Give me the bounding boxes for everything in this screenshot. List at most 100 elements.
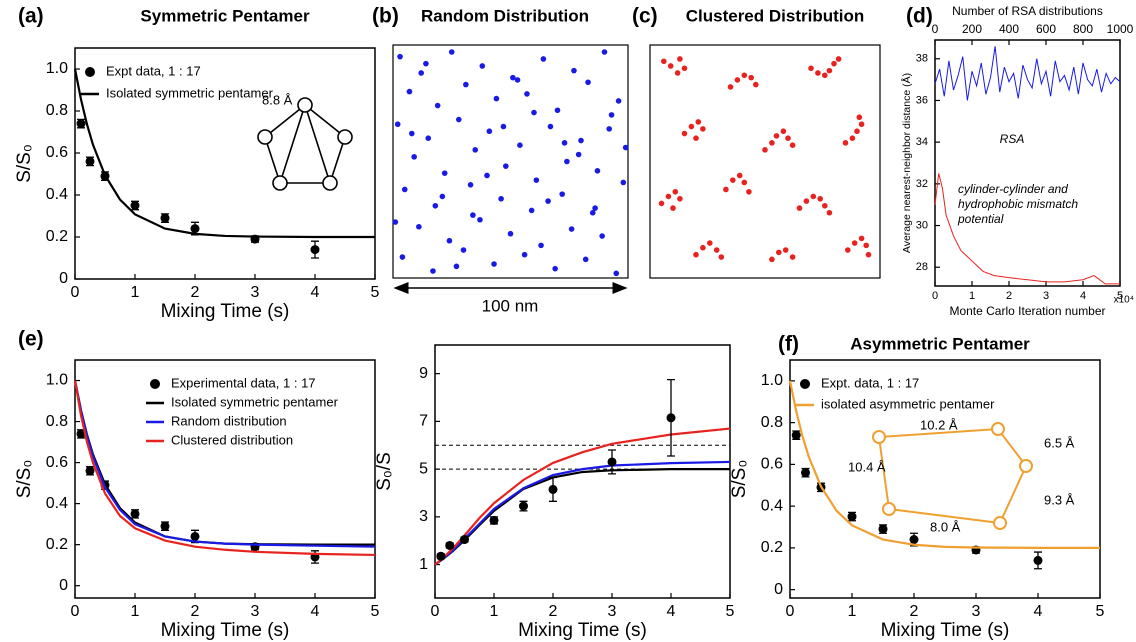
point	[700, 244, 706, 251]
point	[486, 128, 493, 135]
point	[524, 91, 530, 97]
legend-label: isolated asymmetric pentamer	[821, 396, 995, 411]
x-tick-label: 3	[251, 284, 260, 301]
annotation: hydrophobic mismatch	[958, 197, 1078, 211]
point	[658, 200, 665, 207]
symmetric-pentamer-diagram	[257, 97, 353, 191]
point	[769, 140, 775, 146]
point	[688, 123, 695, 130]
point	[727, 84, 734, 90]
point	[707, 240, 713, 246]
point	[479, 63, 486, 69]
point	[782, 247, 789, 253]
annotation: potential	[957, 212, 1004, 226]
x-tick-label: 0	[71, 284, 80, 301]
y-tick-label: 28	[916, 261, 928, 273]
annotation: 9.3 Å	[1044, 492, 1075, 507]
point	[453, 263, 460, 270]
point	[748, 74, 754, 81]
plot-frame	[392, 44, 629, 279]
y-tick-label: 36	[916, 94, 928, 106]
x-axis-label: Mixing Time (s)	[161, 620, 290, 641]
chart-title: Random Distribution	[421, 6, 589, 25]
legend-label: Expt. data, 1 : 17	[821, 375, 919, 390]
x-tick-label: 1	[131, 284, 140, 301]
y-tick-label: 0.4	[761, 497, 783, 514]
series-line	[434, 427, 731, 566]
point	[538, 242, 544, 249]
annotation: 8.8 Å	[262, 92, 293, 107]
x-axis-label: Mixing Time (s)	[518, 620, 647, 641]
y-tick-label: 7	[419, 413, 428, 430]
point	[547, 123, 554, 130]
point	[842, 140, 849, 146]
point	[741, 179, 748, 186]
point	[808, 65, 814, 72]
x-tick-label: 3	[972, 603, 981, 620]
point	[615, 98, 622, 104]
annotation: 8.0 Å	[930, 519, 961, 534]
x2-tick-label: 200	[962, 22, 982, 36]
y-axis-label: Average nearest-neighbor distance (Å)	[900, 73, 913, 253]
point	[776, 249, 782, 256]
point	[622, 144, 629, 151]
point	[810, 193, 817, 200]
x-tick-label: 2	[1006, 290, 1012, 302]
data-point	[160, 521, 170, 531]
point	[693, 135, 699, 141]
x-axis-label: Mixing Time (s)	[881, 620, 1010, 641]
data-point	[76, 119, 86, 129]
y-tick-label: 3	[419, 508, 428, 525]
point	[746, 188, 752, 195]
point	[789, 254, 796, 260]
point	[849, 135, 856, 141]
point	[528, 207, 535, 214]
point	[517, 142, 523, 148]
point	[736, 172, 743, 179]
x-tick-label: 0	[71, 603, 80, 620]
series-line	[934, 173, 1120, 285]
legend-label: Clustered distribution	[171, 432, 293, 447]
y-tick-label: 0.2	[46, 536, 68, 553]
point	[822, 202, 828, 209]
series-line	[934, 46, 1121, 101]
data-point	[130, 201, 140, 210]
point	[564, 158, 570, 165]
point	[484, 172, 490, 179]
x-tick-label: 4	[311, 284, 320, 301]
plot-frame	[789, 359, 1101, 599]
point	[773, 133, 780, 139]
series-line	[73, 68, 375, 239]
y-tick-label: 9	[419, 365, 428, 382]
x-tick-label: 1	[969, 290, 975, 302]
point	[531, 109, 537, 116]
y-tick-label: 0.2	[761, 539, 783, 556]
point	[456, 116, 462, 123]
x-tick-label: 4	[311, 603, 320, 620]
point	[460, 247, 467, 253]
y-tick-label: 0.8	[761, 414, 783, 431]
x-tick-label: 5	[371, 603, 380, 620]
series-line	[73, 380, 376, 548]
x-tick-label: 2	[191, 284, 200, 301]
y-tick-label: 1	[419, 556, 428, 573]
y-tick-label: 0.4	[46, 186, 68, 203]
data-point	[190, 224, 200, 234]
plot-frame	[934, 39, 1121, 287]
point	[394, 121, 401, 128]
legend-label: Experimental data, 1 : 17	[171, 375, 316, 390]
point	[552, 265, 558, 272]
data-point	[548, 484, 558, 494]
point	[858, 121, 865, 128]
point	[430, 268, 436, 274]
point	[815, 70, 821, 76]
point	[540, 56, 547, 62]
data-point	[130, 509, 140, 519]
x-tick-label: 2	[549, 603, 558, 620]
y-tick-label: 0.6	[46, 144, 68, 161]
y-tick-label: 0	[59, 270, 68, 287]
y-tick-label: 0.6	[46, 454, 68, 471]
y-tick-label: 38	[916, 53, 928, 65]
